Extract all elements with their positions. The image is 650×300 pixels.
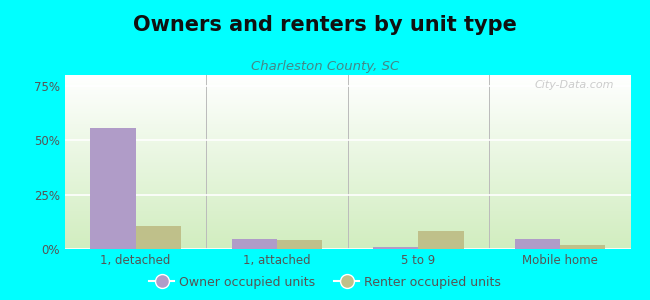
Text: City-Data.com: City-Data.com [534, 80, 614, 90]
Bar [515, 239, 560, 249]
Legend: Owner occupied units, Renter occupied units: Owner occupied units, Renter occupied un… [144, 271, 506, 294]
Bar [136, 226, 181, 249]
Bar [419, 230, 463, 249]
Bar [277, 240, 322, 249]
Text: Owners and renters by unit type: Owners and renters by unit type [133, 15, 517, 35]
Bar [560, 244, 605, 249]
Bar [90, 128, 136, 249]
Bar [232, 239, 277, 249]
Bar [373, 247, 419, 249]
Text: Charleston County, SC: Charleston County, SC [251, 60, 399, 73]
